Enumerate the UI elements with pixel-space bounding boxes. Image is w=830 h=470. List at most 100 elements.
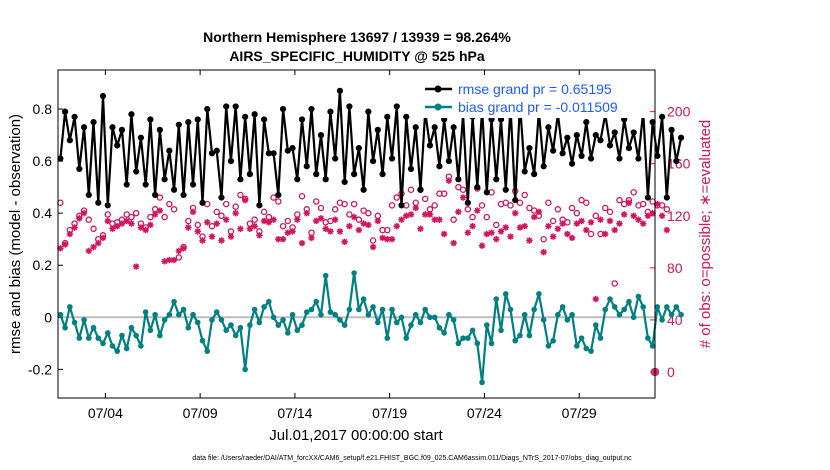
bias-point [540,317,547,323]
rmse-point [289,144,296,152]
possible-marker [583,199,590,207]
evaluated-marker [170,256,178,264]
bias-point [664,304,670,310]
bias-point [242,366,248,373]
bias-point [327,309,334,315]
bias-point [512,337,519,344]
bias-point [313,298,320,305]
bias-point [574,343,580,349]
possible-marker [469,213,476,221]
bias-point [678,311,684,318]
rmse-point [445,158,452,165]
evaluated-marker [502,224,509,231]
bias-point [57,311,64,318]
evaluated-marker [512,209,519,217]
evaluated-marker [649,209,656,217]
bias-point [635,293,642,300]
possible-marker [355,216,363,223]
evaluated-marker [426,211,434,218]
legend-bias-marker [434,103,442,111]
rmse-point [512,197,519,204]
x-tick-label: 07/19 [372,405,407,421]
rmse-point [76,165,83,173]
evaluated-marker [298,239,306,247]
rmse-point [597,137,604,144]
rmse-point [616,155,623,162]
evaluated-marker [270,216,277,223]
bias-point [223,327,230,334]
bias-point [142,309,149,315]
rmse-point [180,191,187,199]
rmse-point [635,155,642,162]
bias-point [133,332,139,339]
legend-rmse-marker [434,85,442,93]
bias-point [564,317,571,323]
evaluated-marker [142,226,149,234]
rmse-point [564,134,571,141]
plot-frame [57,69,656,399]
possible-marker [156,194,164,201]
rmse-point [431,124,438,131]
possible-marker [578,196,585,204]
bias-point [389,306,395,313]
rmse-point [147,116,154,123]
y-left-tick-label: 0.6 [33,153,53,169]
bias-point [218,317,225,323]
evaluated-marker [393,222,400,230]
possible-marker [350,200,358,208]
possible-marker [346,211,353,218]
possible-marker [331,206,339,213]
evaluated-marker [635,216,642,223]
bias-point [607,296,613,302]
rmse-point [265,150,272,157]
y-left-tick-label: 0.2 [33,257,53,273]
evaluated-marker [521,222,528,230]
evaluated-marker [180,245,187,252]
rmse-point [99,92,107,100]
bias-point [204,348,211,354]
bias-point [441,330,447,336]
rmse-point [213,147,220,154]
bias-point [555,311,561,318]
evaluated-marker [260,217,268,225]
evaluated-marker [606,217,614,225]
bias-point [62,324,68,331]
possible-marker [369,237,377,244]
evaluated-marker [384,236,391,243]
rmse-point [128,111,135,118]
evaluated-marker [564,230,571,238]
possible-marker [57,199,64,207]
possible-marker [161,213,168,221]
possible-marker [412,199,419,207]
bias-point [479,379,485,386]
bias-point [654,304,661,310]
evaluated-marker [493,236,500,243]
bias-point [559,304,566,310]
evaluated-marker [189,208,197,216]
evaluated-marker [151,211,159,218]
evaluated-marker [549,233,557,240]
possible-marker [308,229,315,236]
rmse-point [644,194,651,201]
rmse-point [346,103,353,110]
rmse-point [568,160,576,167]
evaluated-marker [507,233,514,240]
bias-point [161,317,168,323]
rmse-point [659,113,666,120]
evaluated-marker [431,216,438,223]
bias-point [346,306,353,313]
rmse-point [152,191,159,199]
possible-marker [279,222,287,230]
possible-marker [132,209,140,217]
evaluated-marker [265,219,273,226]
evaluated-marker [137,224,145,231]
y-left-tick-label: 0.8 [33,101,53,117]
evaluated-marker [535,208,543,216]
rmse-point [223,103,230,110]
evaluated-marker [417,225,424,232]
possible-marker [384,226,391,234]
rmse-point [275,191,282,199]
evaluated-marker [573,220,581,227]
rmse-point [133,168,140,175]
